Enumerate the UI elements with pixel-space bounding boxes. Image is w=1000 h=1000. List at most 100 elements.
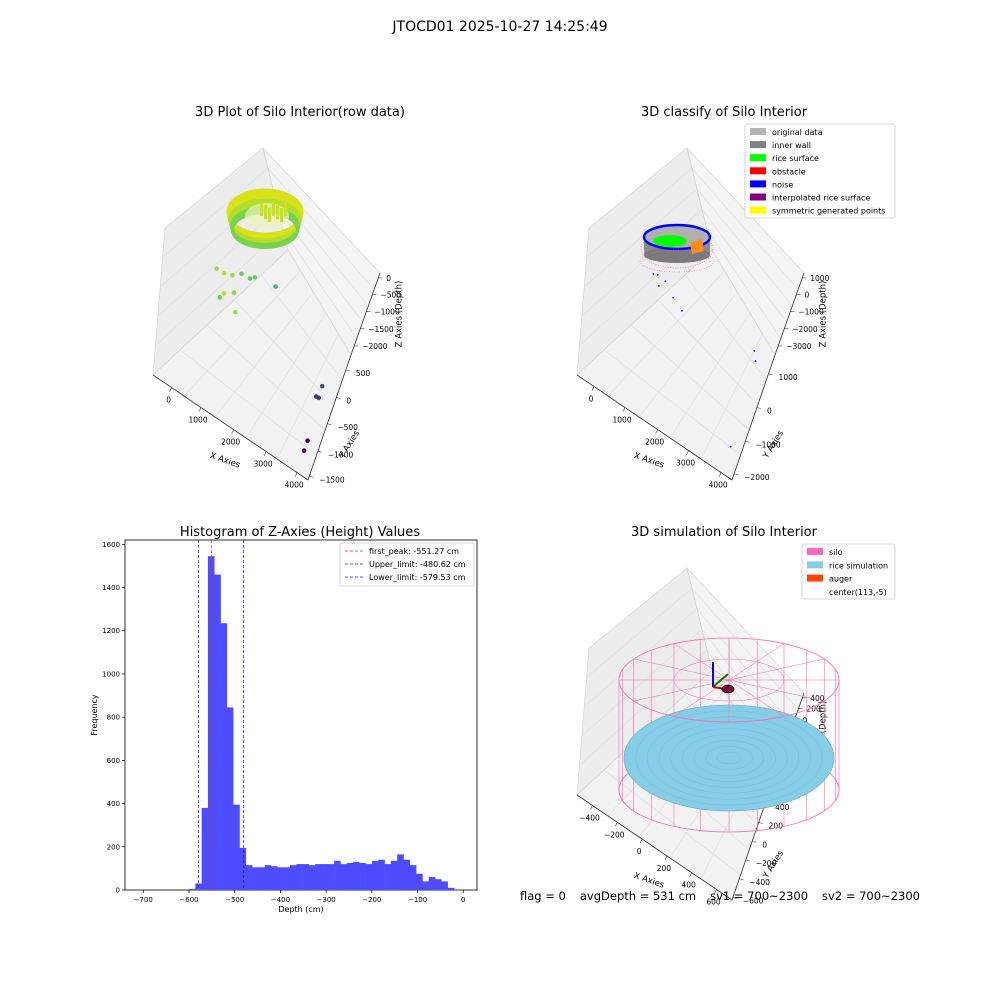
p4-y-tick <box>732 897 737 899</box>
p3-y-tick-label: 1400 <box>102 584 120 592</box>
p3-legend-label: first_peak: -551.27 cm <box>369 547 459 556</box>
p2-x-tick <box>591 386 595 391</box>
p2-legend-label: symmetric generated points <box>772 207 885 216</box>
p4-legend-swatch <box>807 561 823 569</box>
p2-lower-rim <box>639 249 715 273</box>
p1-grid-line <box>267 168 375 290</box>
p1-y-tick-label: 0 <box>346 397 351 406</box>
p2-legend-swatch <box>750 193 766 201</box>
p3-hist-bar <box>416 873 423 890</box>
p2-y-tick-label: −2000 <box>744 473 770 482</box>
p2-obstacle <box>690 239 704 254</box>
p3-hist-bar <box>277 867 284 890</box>
p3-hist-bar <box>283 867 291 890</box>
p1-z-tick-label: −500 <box>380 290 401 299</box>
p3-legend-label: Upper_limit: -480.62 cm <box>369 560 466 569</box>
p3-hist-bar <box>428 877 436 890</box>
p3-x-tick-label: −400 <box>271 896 290 904</box>
p1-grid-line <box>233 299 335 406</box>
p4-grid-line <box>584 608 698 708</box>
p3-y-tick-label: 400 <box>107 800 120 808</box>
p4-x-tick <box>639 838 643 844</box>
p3-hist-bar <box>296 864 303 890</box>
p2-z-axis-line <box>774 272 805 356</box>
p1-y-tick <box>327 423 332 426</box>
panel1-title: 3D Plot of Silo Interior(row data) <box>195 105 405 120</box>
p1-x-tick <box>169 387 172 392</box>
p2-z-tick-label: −3000 <box>786 342 812 351</box>
p1-data-point <box>314 394 319 399</box>
p4-x-tick-label: −200 <box>604 830 625 839</box>
p2-noise-point <box>664 280 667 283</box>
p3-hist-bar <box>214 574 221 890</box>
p4-rice-mesh <box>682 734 776 782</box>
p3-legend-label: Lower_limit: -579.53 cm <box>369 573 466 582</box>
p4-x-tick-label: 200 <box>657 864 672 873</box>
p3-hist-bar <box>289 865 297 890</box>
p3-hist-bar <box>327 864 335 890</box>
p4-z-tick-label: 200 <box>806 705 821 714</box>
p3-hist-bar <box>397 854 404 890</box>
p1-x-tick-label: 0 <box>166 396 171 405</box>
p4-y-tick <box>739 878 744 881</box>
p2-grid-line <box>701 209 787 323</box>
p1-x-tick-label: 3000 <box>254 460 273 469</box>
p2-x-tick-label: 3000 <box>676 459 695 468</box>
p2-grid-line <box>657 299 759 406</box>
p2-legend-label: interpolated rice surface <box>772 194 870 203</box>
p2-legend-swatch <box>750 206 766 214</box>
p3-hist-bar <box>334 860 341 890</box>
p1-x-axis-line <box>152 374 309 481</box>
p1-y-tick-label: −1500 <box>319 475 345 484</box>
p2-grid-line <box>684 274 767 381</box>
p3-y-tick-label: 0 <box>116 887 120 895</box>
p4-z-tick-label: 400 <box>810 694 825 703</box>
p1-grid-line <box>179 349 317 456</box>
p2-grid-line <box>603 349 741 456</box>
p1-data-point <box>252 275 258 280</box>
p1-data-point <box>247 276 253 281</box>
p1-z-tick-label: −1000 <box>374 308 400 317</box>
p3-hist-bar <box>189 888 196 890</box>
p2-legend-swatch <box>750 154 766 162</box>
p4-z-tick-label: 0 <box>802 716 807 725</box>
p2-legend-swatch <box>750 141 766 149</box>
p1-data-point <box>239 271 244 277</box>
p4-rice-mesh <box>693 740 765 776</box>
p1-grid-line <box>155 229 284 346</box>
p1-x-tick <box>231 429 234 434</box>
p2-z-tick-label: 0 <box>804 290 809 299</box>
p3-hist-bar <box>308 865 316 890</box>
p3-legend-box <box>339 542 475 587</box>
p1-data-point <box>273 284 278 289</box>
p1-data-point <box>217 295 223 300</box>
p1-data-point <box>231 290 237 295</box>
p2-noise-point <box>657 284 660 287</box>
p3-y-tick-label: 1200 <box>102 627 120 635</box>
p1-inner-spike <box>260 202 263 216</box>
p1-grid-line <box>162 168 269 258</box>
p2-y-axis-line <box>731 354 776 481</box>
p4-silo-roof-spoke <box>673 643 730 681</box>
p2-y-tick-label: 0 <box>767 407 772 416</box>
panel2-title: 3D classify of Silo Interior <box>641 105 808 120</box>
p2-noise-point <box>754 360 757 362</box>
p1-inner-spike <box>276 205 279 219</box>
p2-z-axis-label: Z Axies (Depth) <box>819 281 829 348</box>
p1-y-axis-line <box>307 354 352 481</box>
p3-hist-bar <box>245 865 253 890</box>
p3-hist-bar <box>233 804 240 890</box>
sv2-text: sv2 = 700~2300 <box>822 889 920 903</box>
p2-x-axis-label: X Axies <box>632 451 665 471</box>
p3-y-tick-label: 600 <box>107 757 120 765</box>
p1-y-tick <box>345 369 350 372</box>
p4-rice-mesh <box>705 746 753 770</box>
p2-legend-swatch <box>750 128 766 135</box>
p1-grid-line <box>276 333 339 460</box>
p2-x-axis-line <box>576 374 733 481</box>
p2-legend-swatch <box>750 167 766 175</box>
panel4-title: 3D simulation of Silo Interior <box>631 525 818 540</box>
p3-x-tick-label: −700 <box>134 896 153 904</box>
p1-inner-spike <box>280 208 283 222</box>
